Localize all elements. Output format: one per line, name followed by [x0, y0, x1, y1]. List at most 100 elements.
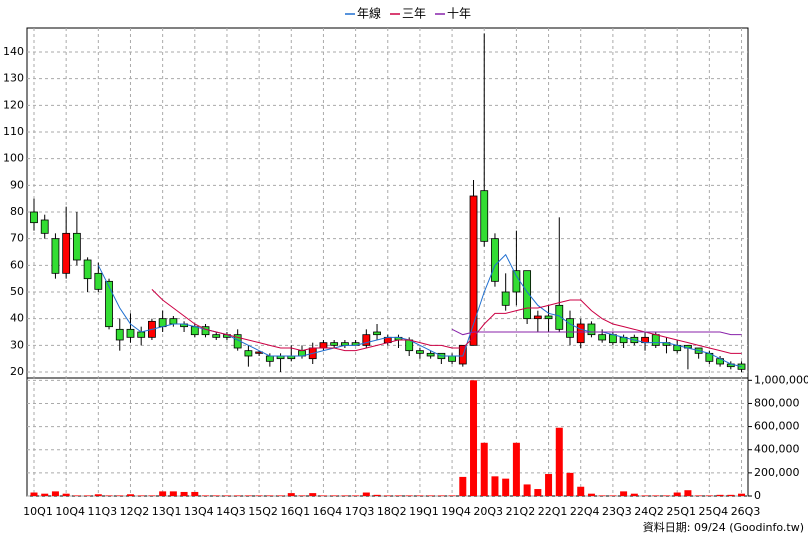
- x-tick-label: 22Q4: [570, 505, 600, 518]
- y-tick-label: 30: [10, 338, 24, 351]
- volume-bar: [277, 495, 285, 496]
- volume-bar: [287, 493, 295, 496]
- volume-bar: [502, 478, 510, 496]
- volume-bar: [116, 495, 124, 496]
- volume-bar: [695, 495, 703, 496]
- legend-label: 十年: [447, 7, 471, 21]
- volume-bar: [105, 495, 113, 496]
- x-tick-label: 16Q1: [280, 505, 310, 518]
- candle-body: [362, 334, 371, 346]
- volume-bar: [662, 495, 670, 496]
- candle-body: [115, 328, 124, 341]
- volume-bar: [73, 495, 81, 496]
- volume-bar: [62, 493, 70, 496]
- candle-body: [480, 190, 489, 242]
- volume-bar: [298, 495, 306, 496]
- candle-body: [40, 219, 49, 234]
- x-tick-label: 26Q3: [731, 505, 761, 518]
- y2-tick-label: 1,000,000: [754, 373, 808, 386]
- volume-bar: [716, 494, 724, 496]
- candle-body: [126, 328, 135, 338]
- y2-tick-label: 400,000: [754, 443, 800, 456]
- candle-body: [94, 272, 103, 290]
- candle-body: [212, 334, 221, 338]
- candle-body: [608, 334, 617, 344]
- x-tick-label: 10Q4: [55, 505, 85, 518]
- candle-body: [651, 334, 660, 346]
- x-tick-label: 24Q2: [634, 505, 664, 518]
- candle-body: [62, 232, 71, 274]
- volume-bar: [319, 495, 327, 496]
- y-tick-label: 140: [3, 45, 24, 58]
- candle-body: [190, 326, 199, 336]
- volume-bar: [352, 495, 360, 496]
- candle-body: [416, 350, 424, 354]
- y-tick-label: 90: [10, 178, 24, 191]
- y2-tick-label: 600,000: [754, 420, 800, 433]
- volume-bar: [491, 476, 499, 496]
- x-tick-label: 10Q1: [23, 505, 53, 518]
- candle-body: [30, 211, 38, 224]
- x-tick-label: 18Q2: [377, 505, 407, 518]
- x-tick-label: 12Q2: [120, 505, 150, 518]
- volume-bar: [587, 493, 595, 496]
- volume-bar: [41, 493, 49, 496]
- volume-bar: [437, 495, 445, 496]
- y-tick-label: 110: [3, 125, 24, 138]
- candle-body: [533, 315, 542, 320]
- x-tick-label: 13Q4: [184, 505, 214, 518]
- volume-bar: [255, 495, 263, 496]
- candle-body: [83, 259, 92, 280]
- volume-bar: [148, 495, 156, 496]
- candle-body: [566, 318, 574, 338]
- candle-body: [137, 331, 146, 338]
- volume-bar: [126, 494, 134, 496]
- x-tick-label: 21Q2: [506, 505, 536, 518]
- volume-bar: [652, 495, 660, 496]
- volume-bar: [330, 495, 338, 496]
- y2-tick-label: 200,000: [754, 466, 800, 479]
- candle-body: [72, 232, 81, 261]
- volume-bar: [630, 493, 638, 496]
- candle-body: [555, 304, 564, 330]
- y2-tick-label: 800,000: [754, 396, 800, 409]
- volume-bar: [244, 495, 252, 496]
- y2-tick-label: 0: [754, 489, 761, 502]
- candle-body: [373, 331, 381, 336]
- volume-bar: [416, 495, 424, 496]
- volume-bar: [459, 476, 467, 496]
- x-tick-label: 11Q3: [87, 505, 117, 518]
- x-tick-label: 17Q3: [345, 505, 375, 518]
- volume-bar: [405, 495, 413, 496]
- volume-bar: [470, 380, 478, 496]
- volume-bar: [427, 495, 435, 496]
- volume-bar: [137, 495, 145, 496]
- y-tick-label: 60: [10, 258, 24, 271]
- candle-body: [469, 195, 478, 346]
- candle-body: [105, 280, 113, 328]
- volume-bar: [362, 492, 370, 496]
- candle-body: [501, 291, 510, 306]
- candle-body: [576, 323, 585, 344]
- volume-bar: [512, 442, 520, 496]
- candle-body: [598, 334, 607, 341]
- volume-bar: [394, 495, 402, 496]
- y-tick-label: 40: [10, 312, 24, 325]
- candle-body: [426, 352, 435, 357]
- y-tick-label: 80: [10, 205, 24, 218]
- volume-bar: [705, 495, 713, 496]
- y-tick-label: 70: [10, 232, 24, 245]
- footer: 資料日期: 09/24 (Goodinfo.tw): [643, 520, 804, 534]
- volume-bar: [51, 491, 59, 496]
- candle-body: [169, 318, 178, 325]
- volume-bar: [202, 495, 210, 496]
- x-tick-label: 19Q1: [409, 505, 439, 518]
- candle-body: [512, 270, 521, 293]
- volume-bar: [84, 495, 92, 496]
- x-tick-label: 25Q1: [666, 505, 696, 518]
- volume-bar: [94, 494, 102, 496]
- volume-bar: [598, 495, 606, 496]
- y-tick-label: 130: [3, 72, 24, 85]
- x-tick-label: 23Q3: [602, 505, 632, 518]
- x-tick-label: 22Q1: [538, 505, 568, 518]
